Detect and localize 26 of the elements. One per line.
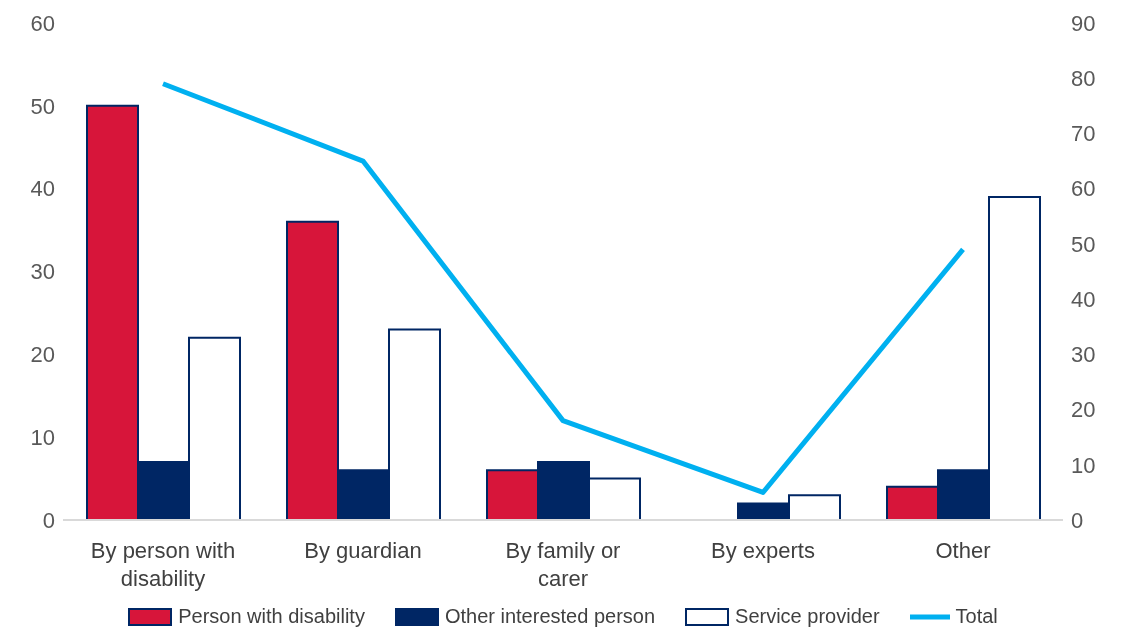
y2-tick-label: 90 xyxy=(1071,10,1096,36)
y-tick-label: 0 xyxy=(42,507,55,533)
legend-label: Other interested person xyxy=(444,605,656,628)
legend-label: Total xyxy=(955,605,998,628)
y2-tick-label: 70 xyxy=(1071,121,1096,147)
y-tick-label: 40 xyxy=(30,176,55,202)
y-tick-label: 60 xyxy=(30,10,55,36)
y2-tick-label: 10 xyxy=(1071,452,1096,478)
legend-label: Service provider xyxy=(735,605,880,628)
y2-tick-label: 40 xyxy=(1071,286,1096,312)
x-tick-label: By experts xyxy=(711,537,815,563)
y2-tick-label: 80 xyxy=(1071,66,1096,92)
y2-tick-label: 60 xyxy=(1071,176,1096,202)
x-tick-label: By family or carer xyxy=(505,537,621,592)
y-tick-label: 30 xyxy=(30,259,55,285)
x-tick-label: Other xyxy=(935,537,991,563)
x-tick-label: By guardian xyxy=(304,537,422,563)
x-tick-label: By person with disability xyxy=(90,537,236,592)
legend-label: Person with disability xyxy=(178,605,365,628)
y2-tick-label: 30 xyxy=(1071,342,1096,368)
y2-tick-label: 50 xyxy=(1071,231,1096,257)
y2-tick-label: 0 xyxy=(1071,507,1084,533)
y-tick-label: 10 xyxy=(30,424,55,450)
y2-tick-label: 20 xyxy=(1071,397,1096,423)
y-tick-label: 50 xyxy=(30,93,55,119)
y-tick-label: 20 xyxy=(30,342,55,368)
